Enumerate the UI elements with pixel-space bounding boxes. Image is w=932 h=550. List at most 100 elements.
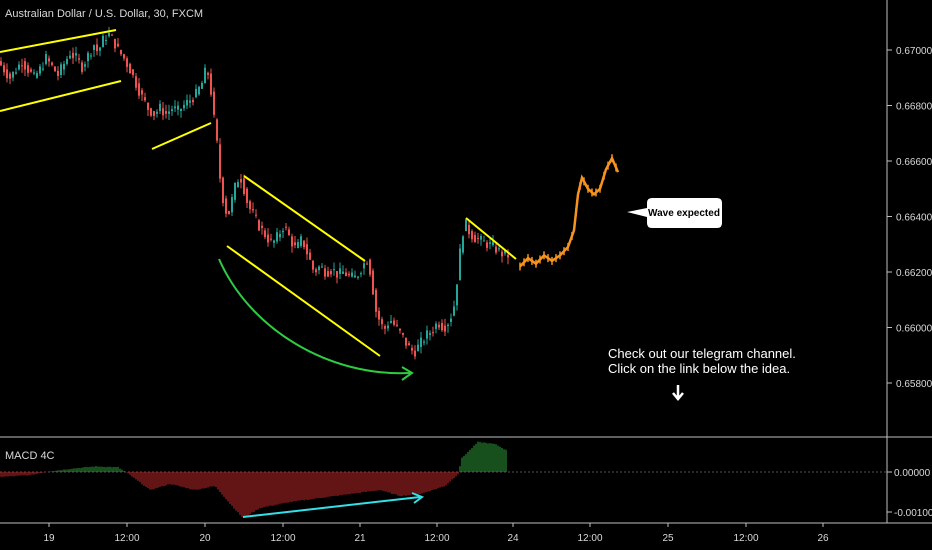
candle-body [39,66,41,74]
candle-body [186,99,188,106]
candle-body [474,235,476,243]
candle-body [264,230,266,238]
candle-body [441,322,443,331]
macd-tick-label: -0.00100 [894,508,932,519]
channel-2-lower [226,245,381,357]
candle-body [375,290,377,312]
candle-body [438,324,440,328]
candle-body [105,39,107,41]
time-tick-label: 20 [199,533,211,544]
candle-body [480,236,482,240]
candle-body [342,271,344,274]
candle-body [147,102,149,110]
candle-body [222,177,224,204]
candle-body [6,69,8,79]
candle-body [378,310,380,320]
candle-body [384,326,386,329]
time-tick-label: 25 [662,533,674,544]
candle-body [3,65,5,73]
candle-body [312,260,314,270]
candle-body [36,73,38,78]
candle-body [246,188,248,203]
candle-body [204,67,206,84]
time-tick-label: 12:00 [733,533,758,544]
candle-body [351,272,353,277]
candle-body [177,105,179,110]
curved-arrow-head [401,366,414,381]
candle-body [165,111,167,114]
candle-body [369,259,371,275]
candle-body [396,324,398,326]
candle-body [303,240,305,248]
time-tick-label: 24 [507,533,519,544]
candle-body [282,230,284,233]
time-tick-label: 12:00 [270,533,295,544]
candle-body [477,237,479,239]
candle-body [54,66,56,72]
divergence-arrow [242,496,421,518]
candle-body [225,198,227,214]
candle-body [450,318,452,322]
candle-body [45,54,47,64]
price-tick-label: 0.66000 [896,324,932,335]
candle-body [462,236,464,253]
candle-body [291,236,293,247]
candle-body [189,100,191,103]
candle-body [219,144,221,179]
telegram-note-line-1: Check out our telegram channel. [608,346,796,361]
time-tick-label: 12:00 [424,533,449,544]
candle-body [141,90,143,95]
price-axis: 0.67000 0.66800 0.66600 0.66400 0.66200 0.660… [887,46,932,390]
macd-histogram [0,441,507,518]
time-tick-label: 12:00 [114,533,139,544]
candle-body [471,231,473,240]
candle-body [237,182,239,188]
projection [519,154,620,271]
candle-body [129,63,131,74]
candle-body [486,242,488,248]
candle-body [60,64,62,75]
candle-body [387,325,389,329]
candle-body [84,64,86,67]
candle-body [459,248,461,281]
candle-body [24,61,26,70]
channel-1-upper [0,29,117,53]
candle-body [27,65,29,73]
candle-body [87,52,89,62]
candle-body [48,58,50,62]
candle-body [216,119,218,141]
price-tick-label: 0.66400 [896,213,932,224]
candle-body [114,38,116,49]
candle-body [348,273,350,276]
candle-body [483,240,485,242]
candle-body [153,111,155,117]
candle-body [453,306,455,316]
candle-body [270,238,272,240]
candle-body [117,43,119,47]
candle-body [366,263,368,265]
candle-body [411,347,413,351]
macd-title: MACD 4C [5,450,55,462]
wedge-lower [151,122,212,150]
channel-2-upper [243,175,366,262]
candle-body [276,232,278,242]
candle-body [417,344,419,352]
price-tick-label: 0.65800 [896,379,932,390]
candle-body [78,58,80,60]
candle-body [420,337,422,347]
candle-body [51,62,53,65]
candle-body [288,229,290,236]
candle-body [498,248,500,250]
candle-body [255,214,257,216]
time-tick-label: 21 [354,533,366,544]
candle-body [93,45,95,50]
candle-body [381,319,383,325]
candle-body [192,99,194,103]
candle-body [138,83,140,96]
candle-body [267,234,269,243]
candle-body [90,55,92,57]
candle-body [456,284,458,306]
candle-body [15,72,17,74]
candle-body [336,271,338,278]
